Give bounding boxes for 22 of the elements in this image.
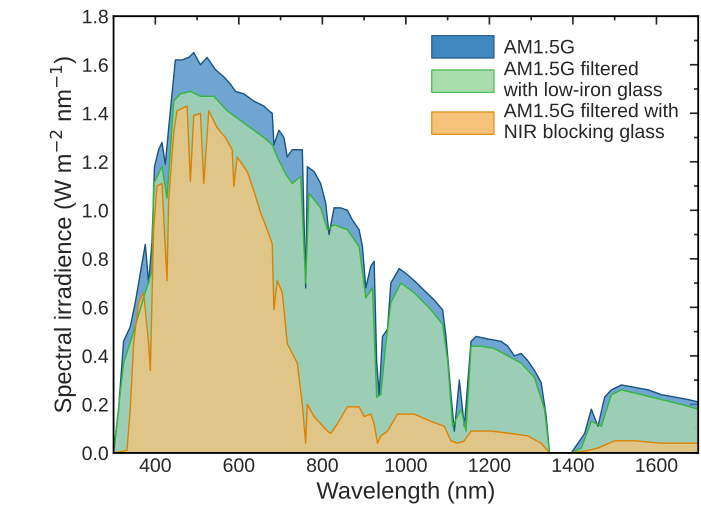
x-tick-label: 800 <box>306 458 338 472</box>
x-tick-label: 1600 <box>636 458 678 472</box>
x-tick-label: 400 <box>140 458 171 472</box>
y-tick-label: 1.8 <box>83 10 108 24</box>
y-tick-label: 1.6 <box>83 58 108 72</box>
legend-label: AM1.5G <box>504 40 574 54</box>
y-tick-label: 0.8 <box>82 252 108 266</box>
x-tick-label: 1400 <box>552 458 594 472</box>
y-tick-label: 1.0 <box>83 204 108 218</box>
y-tick-label: 0.4 <box>82 349 108 364</box>
y-tick-label: 0.2 <box>82 398 108 412</box>
x-tick-label: 1200 <box>469 458 510 472</box>
x-axis-title: Wavelength (nm) <box>316 481 494 504</box>
legend-label: AM1.5G filtered with NIR blocking glass <box>504 103 678 142</box>
y-tick-label: 1.4 <box>83 106 108 120</box>
y-tick-label: 0.0 <box>82 446 108 460</box>
x-tick-label: 600 <box>224 458 254 472</box>
y-tick-label: 1.2 <box>83 155 108 169</box>
x-tick-label: 1000 <box>386 458 427 472</box>
y-axis-title: Spectral irradience (W m$^{−2}$ nm$^{−1}$) <box>50 57 76 412</box>
legend-label: AM1.5G filtered with low-iron glass <box>504 61 662 100</box>
y-tick-label: 0.6 <box>82 300 108 315</box>
